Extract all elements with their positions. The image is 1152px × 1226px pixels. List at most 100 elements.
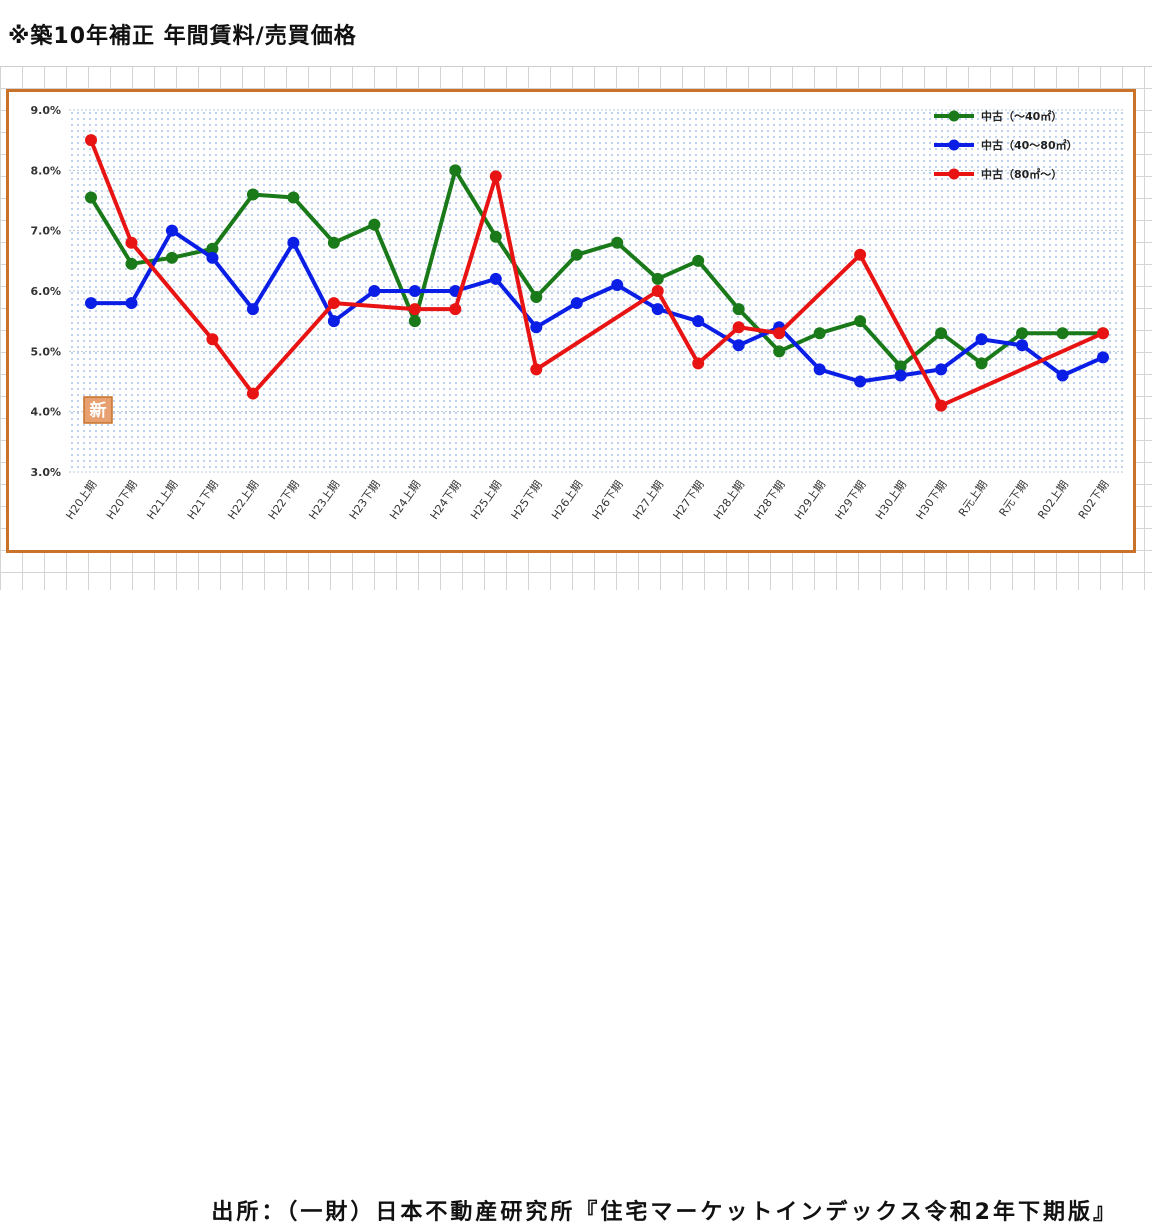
- data-point: [1097, 327, 1109, 340]
- x-tick-label: H24上期: [387, 478, 423, 522]
- data-point: [449, 303, 462, 316]
- data-point: [206, 242, 219, 255]
- y-tick-label: 5.0%: [30, 345, 61, 358]
- data-point: [570, 297, 583, 310]
- data-point: [935, 363, 948, 376]
- data-point: [570, 248, 583, 261]
- data-point: [773, 345, 786, 358]
- data-point: [287, 191, 300, 204]
- new-badge-text: 新: [90, 400, 107, 421]
- data-point: [489, 230, 502, 243]
- footer-band: 出所：（一財）日本不動産研究所『住宅マーケットインデックス令和2年下期版』: [0, 590, 1152, 1225]
- data-point: [935, 399, 948, 412]
- gridlines: [69, 109, 1125, 473]
- chart-frame[interactable]: 3.0% 4.0% 5.0% 6.0% 7.0% 8.0% 9.0% H20上期 H20下期 H…: [6, 89, 1136, 553]
- series-line-2: [91, 228, 1104, 384]
- data-point: [1056, 369, 1069, 382]
- data-point: [206, 251, 219, 264]
- data-point: [125, 257, 138, 270]
- data-point: [1056, 327, 1069, 340]
- legend-marker: [948, 110, 960, 122]
- x-tick-label: H23下期: [347, 478, 383, 522]
- legend-label: 中古（～40㎡）: [981, 109, 1062, 123]
- x-tick-label: H25下期: [509, 478, 545, 522]
- data-point: [85, 297, 97, 310]
- title-band: ※築10年補正 年間賃料/売買価格: [0, 0, 1152, 67]
- data-point: [935, 327, 948, 340]
- data-point: [732, 321, 745, 334]
- series-line-1: [89, 168, 1103, 369]
- legend-marker: [948, 139, 960, 151]
- data-point: [408, 303, 421, 316]
- data-point: [651, 303, 664, 316]
- x-tick-label: H28上期: [711, 478, 747, 522]
- data-point: [530, 291, 543, 304]
- data-point: [246, 387, 259, 400]
- data-point: [327, 236, 340, 249]
- source-note: 出所：（一財）日本不動産研究所『住宅マーケットインデックス令和2年下期版』: [211, 1200, 1118, 1225]
- y-tick-label: 9.0%: [30, 104, 61, 117]
- legend-marker: [948, 168, 960, 180]
- x-tick-label: H20上期: [63, 478, 99, 522]
- data-point: [773, 327, 786, 340]
- data-point: [408, 285, 421, 297]
- data-point: [85, 191, 97, 204]
- y-tick-label: 6.0%: [30, 285, 61, 298]
- x-tick-label: H27上期: [630, 478, 666, 522]
- y-tick-label: 4.0%: [30, 406, 61, 419]
- x-tick-label: H26下期: [590, 478, 626, 522]
- x-tick-label: H26上期: [549, 478, 585, 522]
- y-tick-label: 8.0%: [30, 164, 61, 177]
- data-point: [449, 164, 462, 177]
- data-point: [408, 315, 421, 328]
- data-point: [287, 236, 300, 249]
- x-tick-label: H28下期: [752, 478, 788, 522]
- data-point: [894, 369, 907, 382]
- x-tick-label: R元上期: [956, 478, 990, 519]
- data-point: [489, 170, 502, 183]
- data-point: [732, 303, 745, 316]
- y-tick-label: 3.0%: [30, 466, 61, 479]
- x-tick-label: H29上期: [792, 478, 828, 522]
- data-point: [246, 303, 259, 316]
- data-point: [1016, 327, 1029, 340]
- y-axis-ticks: 3.0% 4.0% 5.0% 6.0% 7.0% 8.0% 9.0%: [30, 104, 61, 479]
- legend-label: 中古（40～80㎡）: [981, 138, 1078, 152]
- legend-label: 中古（80㎡～）: [981, 167, 1062, 181]
- x-tick-label: H23上期: [306, 478, 342, 522]
- data-point: [125, 236, 138, 249]
- data-point: [125, 297, 138, 310]
- series-group: [85, 134, 1109, 412]
- x-tick-label: R02上期: [1035, 478, 1071, 521]
- series-line-3: [89, 139, 1104, 408]
- x-tick-label: H29下期: [833, 478, 869, 522]
- x-tick-label: H30下期: [913, 478, 949, 522]
- page-title: ※築10年補正 年間賃料/売買価格: [8, 24, 357, 49]
- data-point: [692, 357, 705, 370]
- data-point: [368, 285, 381, 297]
- data-point: [975, 333, 988, 346]
- data-point: [530, 321, 543, 334]
- data-point: [206, 333, 219, 346]
- data-point: [368, 218, 381, 231]
- data-point: [611, 236, 624, 249]
- x-tick-label: H24下期: [428, 478, 464, 522]
- x-tick-label: H30上期: [873, 478, 909, 522]
- data-point: [611, 278, 624, 291]
- new-badge: 新: [83, 396, 113, 424]
- x-tick-label: H21上期: [144, 478, 180, 522]
- data-point: [732, 339, 745, 352]
- data-point: [489, 272, 502, 285]
- x-tick-label: H21下期: [185, 478, 221, 522]
- data-point: [1016, 339, 1029, 352]
- x-tick-label: H22下期: [266, 478, 302, 522]
- x-tick-label: H25上期: [468, 478, 504, 522]
- data-point: [1097, 351, 1109, 364]
- data-point: [894, 360, 907, 373]
- data-point: [692, 315, 705, 328]
- data-point: [854, 375, 867, 388]
- data-point: [692, 254, 705, 267]
- legend: 中古（～40㎡） 中古（40～80㎡） 中古（80㎡～）: [934, 109, 1078, 181]
- data-point: [246, 188, 259, 201]
- data-point: [813, 327, 826, 340]
